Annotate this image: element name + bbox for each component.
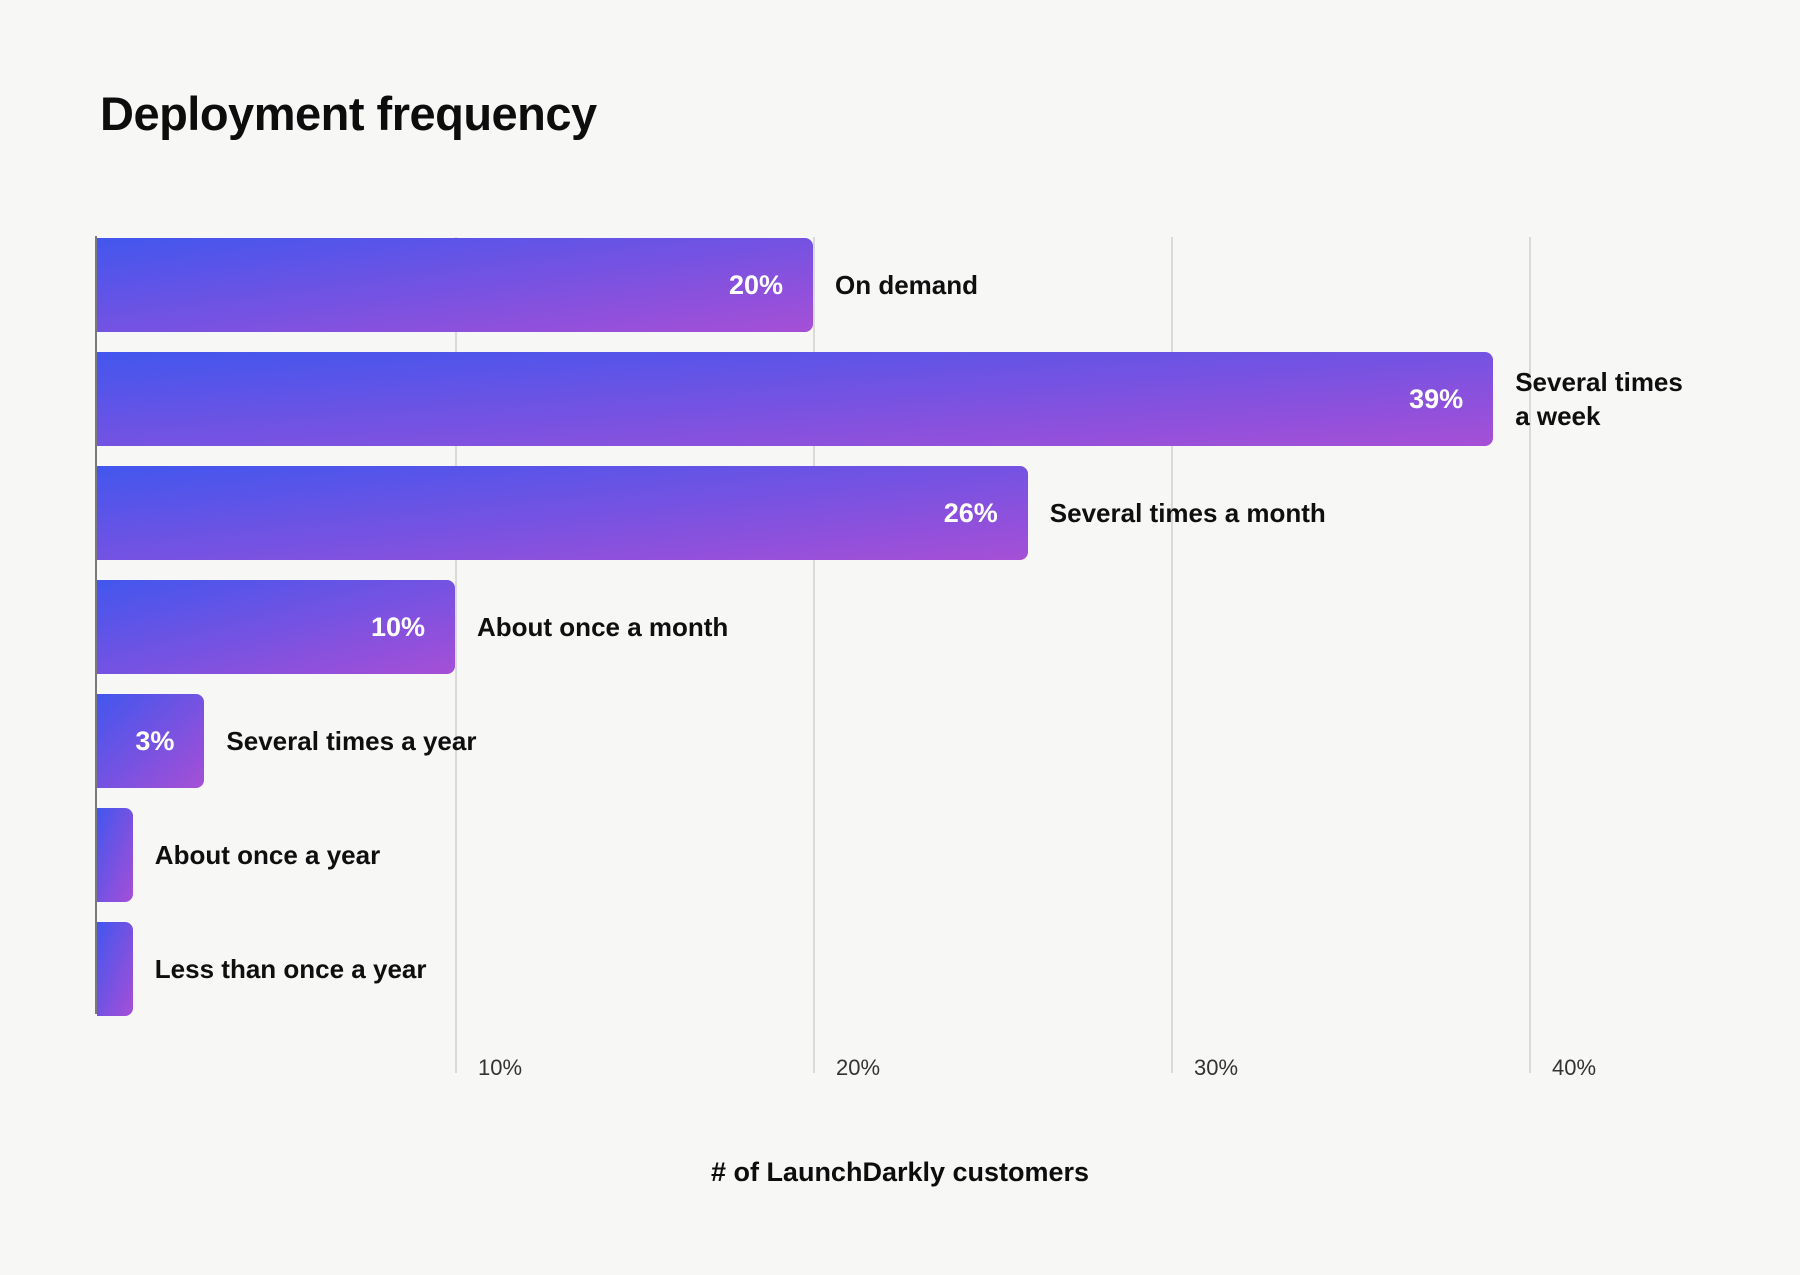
bar-several-times-a-year: 3%	[97, 694, 205, 788]
bar-value-label: 3%	[135, 725, 175, 756]
y-axis-line	[95, 236, 97, 1014]
gridline-10	[455, 237, 457, 1073]
bar-category-label: Less than once a year	[154, 954, 427, 984]
bar-category-label: Several times a month	[1049, 498, 1326, 528]
bar-category-label: About once a year	[154, 840, 381, 870]
x-tick-label-30: 30%	[1194, 1055, 1239, 1080]
gridline-20	[813, 237, 815, 1073]
bar-several-times-a-week: 39%	[97, 352, 1494, 446]
x-tick-label-10: 10%	[478, 1055, 523, 1080]
bar-about-once-a-month: 10%	[97, 580, 455, 674]
gridline-30	[1171, 237, 1173, 1073]
bar-category-label: On demand	[835, 270, 979, 300]
x-tick-label-20: 20%	[836, 1055, 881, 1080]
bar-category-label: Several times a week	[1515, 367, 1683, 431]
bar-on-demand: 20%	[97, 238, 813, 332]
bar-less-than-once-a-year	[97, 922, 133, 1016]
bar-value-label: 10%	[370, 611, 425, 642]
x-axis-title: # of LaunchDarkly customers	[710, 1157, 1090, 1187]
bar-category-label: About once a month	[477, 612, 729, 642]
x-tick-label-40: 40%	[1552, 1055, 1597, 1080]
bar-about-once-a-year	[97, 808, 133, 902]
bar-several-times-a-month: 26%	[97, 466, 1028, 560]
chart-title: Deployment frequency	[100, 87, 597, 140]
bar-value-label: 20%	[728, 269, 783, 300]
bar-value-label: 39%	[1409, 383, 1464, 414]
bar-value-label: 26%	[943, 497, 998, 528]
gridline-40	[1529, 237, 1531, 1073]
bar-category-label: Several times a year	[226, 726, 477, 756]
